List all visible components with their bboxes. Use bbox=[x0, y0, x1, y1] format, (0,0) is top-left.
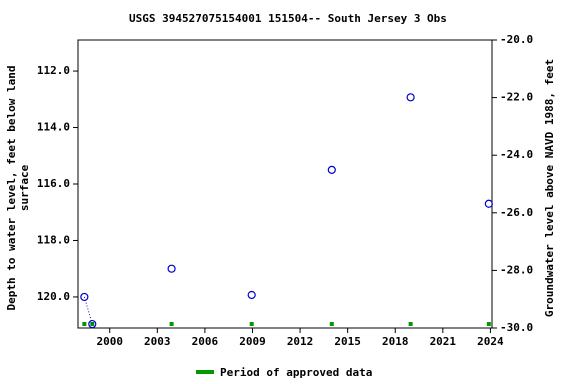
y-tick-label: 118.0 bbox=[37, 233, 70, 246]
x-tick-label: 2000 bbox=[96, 335, 123, 348]
data-point bbox=[80, 292, 89, 302]
approved-period bbox=[90, 322, 95, 326]
chart-title: USGS 394527075154001 151504-- South Jers… bbox=[129, 12, 447, 25]
x-tick-label: 2024 bbox=[477, 335, 504, 348]
plot-frame bbox=[77, 39, 493, 329]
data-point bbox=[247, 290, 256, 300]
x-tick-label: 2012 bbox=[287, 335, 314, 348]
y-axis-title: Depth to water level, feet below land bbox=[5, 65, 18, 310]
data-point bbox=[167, 264, 176, 273]
y-axis-title: surface bbox=[18, 164, 31, 211]
x-tick-label: 2021 bbox=[430, 335, 457, 348]
approved-period bbox=[82, 322, 87, 326]
y2-tick-label: -20.0 bbox=[500, 33, 533, 46]
data-point bbox=[88, 319, 97, 329]
y-tick-label: 112.0 bbox=[37, 64, 70, 77]
approved-period bbox=[408, 322, 413, 326]
y-tick-label: 120.0 bbox=[37, 290, 70, 303]
approved-period bbox=[486, 322, 491, 326]
y2-tick-label: -26.0 bbox=[500, 206, 533, 219]
x-tick-label: 2003 bbox=[144, 335, 171, 348]
y2-tick-label: -28.0 bbox=[500, 263, 533, 276]
legend-label: Period of approved data bbox=[220, 366, 372, 379]
y2-axis-title: Groundwater level above NAVD 1988, feet bbox=[543, 59, 556, 317]
x-tick-label: 2018 bbox=[382, 335, 409, 348]
data-point bbox=[327, 165, 336, 174]
y2-tick-label: -22.0 bbox=[500, 91, 533, 104]
y2-tick-label: -24.0 bbox=[500, 148, 533, 161]
x-tick-label: 2006 bbox=[192, 335, 219, 348]
approved-period bbox=[329, 322, 334, 326]
y2-tick-label: -30.0 bbox=[500, 321, 533, 334]
x-tick-label: 2009 bbox=[239, 335, 266, 348]
y-tick-label: 116.0 bbox=[37, 177, 70, 190]
approved-period bbox=[169, 322, 174, 326]
approved-period bbox=[249, 322, 254, 326]
x-tick-label: 2015 bbox=[334, 335, 361, 348]
data-point bbox=[406, 93, 415, 102]
y-tick-label: 114.0 bbox=[37, 121, 70, 134]
connector bbox=[83, 296, 93, 325]
data-point bbox=[484, 199, 493, 208]
